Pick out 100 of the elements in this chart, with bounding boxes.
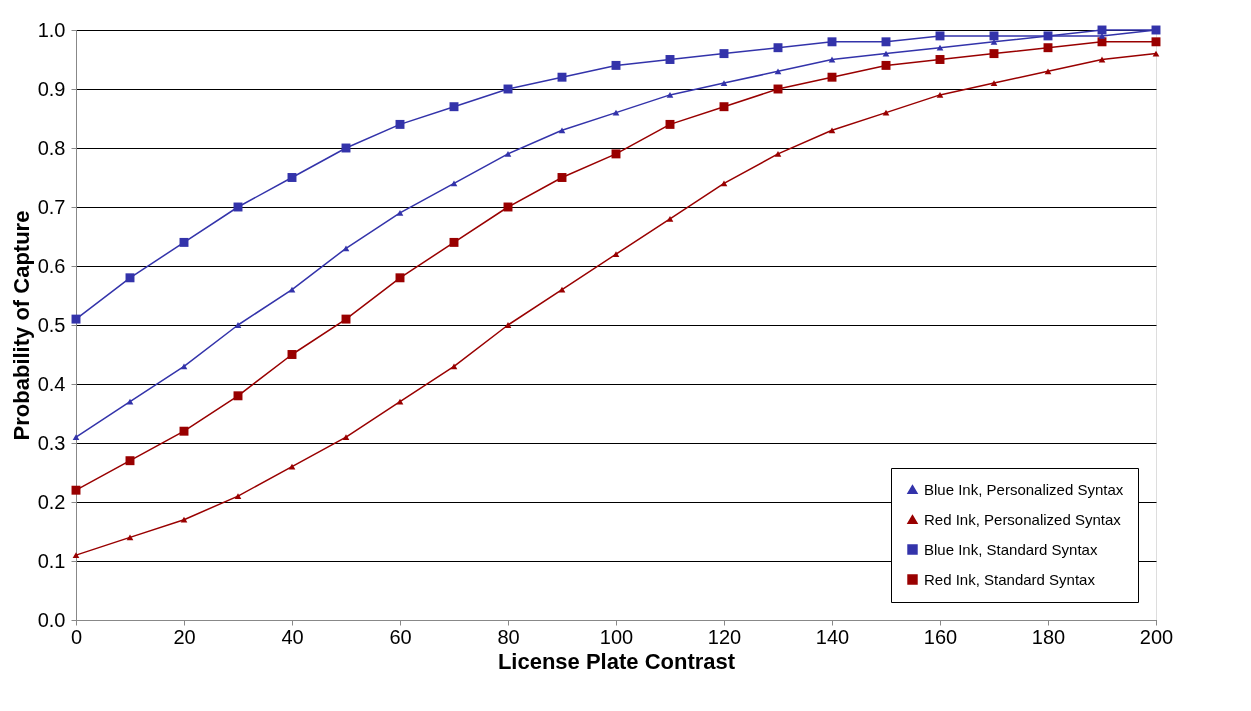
point (125, 456, 135, 466)
point (611, 60, 621, 70)
point (396, 398, 404, 405)
x-axis-title: License Plate Contrast (497, 648, 736, 674)
point (449, 237, 459, 247)
point (395, 273, 405, 283)
point (126, 534, 134, 541)
y-axis-title: Probability of Capture (8, 210, 34, 441)
point (558, 286, 566, 293)
point (1098, 56, 1106, 63)
x-tick-label: 200 (1139, 625, 1174, 648)
point (557, 173, 567, 182)
legend-label: Blue Ink, Standard Syntax (924, 540, 1098, 558)
y-tick-label: 0.5 (37, 313, 66, 336)
point (936, 44, 944, 51)
point (774, 151, 782, 157)
y-tick-label: 0.2 (37, 490, 66, 513)
point (179, 426, 189, 436)
point (557, 72, 567, 82)
point (126, 398, 134, 405)
point (720, 80, 728, 86)
point (612, 109, 620, 116)
point (234, 493, 242, 500)
y-tick-label: 0.1 (37, 549, 66, 572)
y-tick-label: 0.6 (37, 254, 66, 277)
point (287, 173, 297, 182)
y-tick-label: 1.0 (37, 18, 66, 41)
y-tick-label: 0.3 (37, 431, 66, 454)
point (72, 434, 80, 441)
point (882, 109, 890, 116)
point (773, 43, 783, 53)
point (719, 49, 729, 59)
point (450, 180, 458, 187)
point (450, 363, 458, 370)
legend-label: Red Ink, Standard Syntax (924, 570, 1096, 588)
point (612, 251, 620, 258)
point (882, 50, 890, 57)
x-tick-label: 160 (923, 625, 958, 648)
point (665, 119, 675, 129)
point (935, 31, 945, 41)
point (558, 127, 566, 134)
y-tick-label: 0.9 (37, 77, 66, 100)
x-tick-label: 80 (497, 625, 520, 648)
point (1098, 33, 1106, 39)
y-tick-label: 0.4 (37, 372, 66, 395)
x-tick-label: 20 (173, 625, 196, 648)
point (990, 80, 998, 86)
point (828, 56, 836, 63)
x-tick-label: 180 (1031, 625, 1066, 648)
x-tick-label: 140 (815, 625, 850, 648)
point (288, 463, 296, 470)
x-tick-label: 40 (281, 625, 304, 648)
point (342, 245, 350, 252)
point (71, 485, 81, 495)
y-tick-label: 0.8 (37, 136, 66, 159)
point (936, 92, 944, 98)
point (989, 31, 999, 41)
point (504, 322, 512, 328)
y-tick-label: 0.7 (37, 195, 66, 218)
x-tick-label: 0 (70, 625, 83, 648)
point (666, 215, 674, 222)
point (180, 363, 188, 370)
x-tick-label: 120 (707, 625, 742, 648)
point (827, 37, 837, 47)
point (180, 516, 188, 523)
point (720, 180, 728, 187)
point (719, 102, 729, 112)
point (1043, 43, 1053, 53)
point (611, 149, 621, 159)
point (234, 322, 242, 328)
point (288, 286, 296, 293)
point (342, 434, 350, 441)
point (72, 552, 80, 558)
point (341, 314, 351, 324)
legend-label: Blue Ink, Personalized Syntax (924, 480, 1124, 498)
point (395, 119, 405, 129)
point (396, 209, 404, 216)
point (71, 314, 81, 324)
x-tick-label: 100 (599, 625, 634, 648)
point (666, 92, 674, 98)
point (935, 55, 945, 64)
point (449, 102, 459, 112)
point (504, 151, 512, 157)
point (1044, 68, 1052, 75)
point (774, 68, 782, 75)
legend-label: Red Ink, Personalized Syntax (924, 510, 1122, 528)
point (881, 37, 891, 47)
point (665, 55, 675, 64)
point (1151, 37, 1161, 47)
x-tick-label: 60 (389, 625, 412, 648)
point (881, 60, 891, 70)
y-tick-label: 0.0 (37, 608, 66, 631)
point (1152, 50, 1160, 57)
point (827, 72, 837, 82)
point (179, 237, 189, 247)
point (287, 350, 297, 359)
point (989, 49, 999, 59)
point (125, 273, 135, 283)
point (233, 391, 243, 401)
point (828, 127, 836, 134)
